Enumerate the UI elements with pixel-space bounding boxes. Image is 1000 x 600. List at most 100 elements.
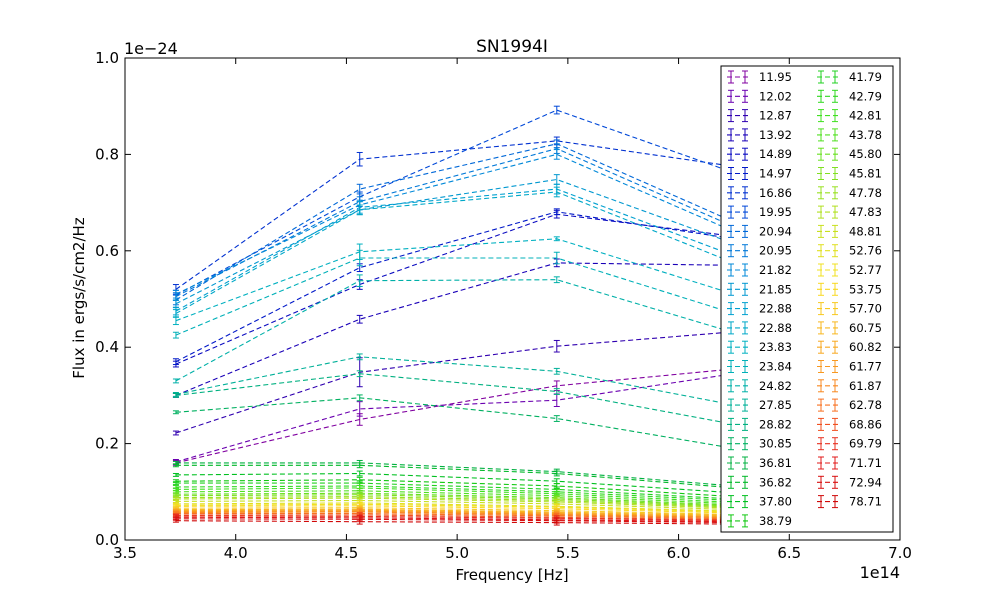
legend-item: 22.88 bbox=[727, 302, 792, 316]
legend-item: 43.78 bbox=[817, 128, 882, 142]
legend-item: 19.95 bbox=[727, 205, 792, 219]
series-line bbox=[175, 109, 735, 296]
series-line bbox=[175, 502, 734, 512]
legend-item: 45.80 bbox=[817, 147, 882, 161]
legend-label: 41.79 bbox=[849, 70, 882, 84]
legend-item: 16.86 bbox=[727, 186, 792, 200]
x-axis-label: Frequency [Hz] bbox=[455, 566, 568, 584]
legend-label: 61.77 bbox=[849, 360, 882, 374]
legend-item: 60.75 bbox=[817, 321, 882, 335]
legend-label: 45.80 bbox=[849, 147, 882, 161]
legend-item: 23.84 bbox=[727, 360, 792, 374]
legend-label: 57.70 bbox=[849, 302, 882, 316]
y-tick-label: 0.4 bbox=[95, 338, 119, 356]
legend-label: 45.81 bbox=[849, 167, 882, 181]
legend-label: 60.82 bbox=[849, 340, 882, 354]
series-line bbox=[175, 485, 734, 502]
legend-item: 24.82 bbox=[727, 379, 792, 393]
legend-item: 27.85 bbox=[727, 398, 792, 412]
series-line bbox=[175, 490, 734, 505]
legend-item: 57.70 bbox=[817, 302, 882, 316]
x-tick-label: 7.0 bbox=[888, 544, 912, 562]
legend-label: 78.71 bbox=[849, 495, 882, 509]
legend-item: 38.79 bbox=[727, 514, 792, 528]
series-line bbox=[175, 482, 734, 500]
legend-label: 68.86 bbox=[849, 417, 882, 431]
series-line bbox=[175, 494, 734, 507]
legend-item: 30.85 bbox=[727, 437, 792, 451]
series-line bbox=[175, 509, 734, 517]
legend-label: 43.78 bbox=[849, 128, 882, 142]
series-line bbox=[175, 520, 734, 525]
series-line bbox=[175, 499, 734, 511]
series-line bbox=[175, 211, 734, 363]
y-tick-label: 0.6 bbox=[95, 242, 119, 260]
x-tick-label: 4.5 bbox=[334, 544, 358, 562]
y-tick-label: 0.2 bbox=[95, 435, 119, 453]
legend-label: 36.81 bbox=[759, 456, 792, 470]
series-line bbox=[175, 262, 734, 396]
y-tick-label: 1.0 bbox=[95, 49, 119, 67]
legend-item: 72.94 bbox=[817, 475, 882, 489]
legend-item: 61.87 bbox=[817, 379, 882, 393]
legend-label: 47.83 bbox=[849, 205, 882, 219]
legend-item: 69.79 bbox=[817, 437, 882, 451]
legend-item: 60.82 bbox=[817, 340, 882, 354]
legend-label: 13.92 bbox=[759, 128, 792, 142]
series-line bbox=[175, 479, 734, 498]
series-line bbox=[175, 518, 734, 524]
legend-label: 52.77 bbox=[849, 263, 882, 277]
y-tick-label: 0.8 bbox=[95, 145, 119, 163]
legend-item: 22.88 bbox=[727, 321, 792, 335]
legend-label: 71.71 bbox=[849, 456, 882, 470]
legend-label: 12.87 bbox=[759, 109, 792, 123]
legend-item: 21.82 bbox=[727, 263, 792, 277]
legend-label: 38.79 bbox=[759, 514, 792, 528]
legend-item: 42.79 bbox=[817, 89, 882, 103]
legend-item: 13.92 bbox=[727, 128, 792, 142]
legend-item: 78.71 bbox=[817, 495, 882, 509]
legend-label: 21.82 bbox=[759, 263, 792, 277]
y-offset-label: 1e−24 bbox=[124, 39, 178, 58]
legend-item: 21.85 bbox=[727, 282, 792, 296]
x-tick-label: 5.5 bbox=[556, 544, 580, 562]
y-axis-label: Flux in ergs/s/cm2/Hz bbox=[70, 217, 88, 379]
series-line bbox=[175, 238, 735, 322]
legend-label: 22.88 bbox=[759, 321, 792, 335]
legend-label: 61.87 bbox=[849, 379, 882, 393]
legend-item: 36.81 bbox=[727, 456, 792, 470]
series-line bbox=[175, 153, 735, 295]
legend-item: 12.87 bbox=[727, 109, 792, 123]
legend-item: 47.83 bbox=[817, 205, 882, 219]
legend-item: 37.80 bbox=[727, 495, 792, 509]
legend-item: 62.78 bbox=[817, 398, 882, 412]
legend-label: 36.82 bbox=[759, 475, 792, 489]
legend-item: 52.76 bbox=[817, 244, 882, 258]
legend-item: 14.89 bbox=[727, 147, 792, 161]
legend-label: 20.94 bbox=[759, 224, 792, 238]
series-line bbox=[175, 496, 734, 508]
legend-item: 20.95 bbox=[727, 244, 792, 258]
series-line bbox=[175, 492, 734, 506]
y-tick-label: 0.0 bbox=[95, 531, 119, 549]
series-line bbox=[175, 503, 734, 513]
series-line bbox=[175, 512, 734, 520]
series-line bbox=[175, 510, 734, 518]
legend-label: 20.95 bbox=[759, 244, 792, 258]
legend-item: 36.82 bbox=[727, 475, 792, 489]
legend-label: 27.85 bbox=[759, 398, 792, 412]
legend-item: 42.81 bbox=[817, 109, 882, 123]
legend-item: 48.81 bbox=[817, 224, 882, 238]
series-line bbox=[175, 331, 734, 434]
legend-item: 28.82 bbox=[727, 417, 792, 431]
legend-label: 48.81 bbox=[849, 224, 882, 238]
series-line bbox=[175, 515, 734, 522]
x-tick-label: 4.0 bbox=[224, 544, 248, 562]
series-line bbox=[175, 373, 734, 463]
x-tick-label: 6.5 bbox=[777, 544, 801, 562]
x-offset-label: 1e14 bbox=[860, 563, 900, 582]
legend-label: 37.80 bbox=[759, 495, 792, 509]
series-line bbox=[175, 188, 735, 312]
legend-item: 71.71 bbox=[817, 456, 882, 470]
legend-label: 47.78 bbox=[849, 186, 882, 200]
